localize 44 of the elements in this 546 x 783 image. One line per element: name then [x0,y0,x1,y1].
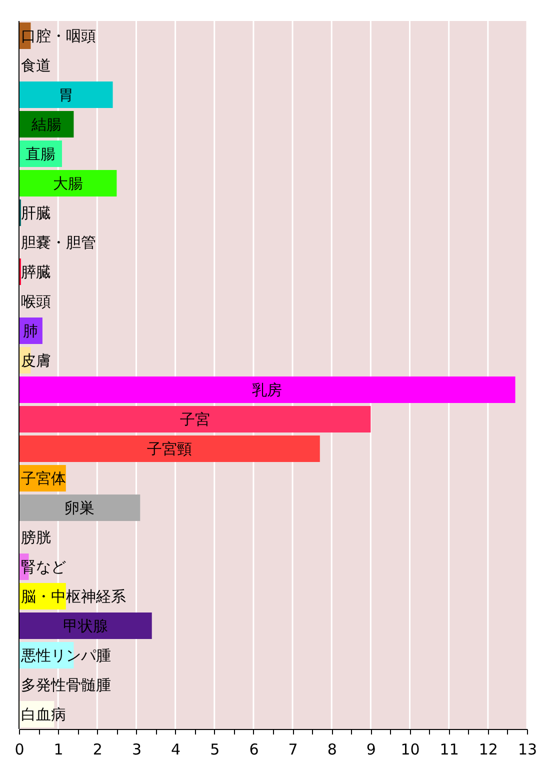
y-tick-label: 胆嚢・胆管 [21,233,96,252]
x-tick-label: 0 [14,740,24,758]
x-tick-label: 5 [210,740,220,758]
y-tick-label: 甲状腺 [62,616,108,635]
y-tick-label: 膵臓 [21,262,51,281]
y-tick-label: 多発性骨髄腫 [21,676,111,694]
y-tick-label: 腎など [21,558,66,576]
y-tick-label: 直腸 [25,144,56,163]
x-tick-label: 3 [132,740,142,758]
x-tick-label: 6 [249,740,259,758]
bar [19,170,117,197]
y-tick-label: 食道 [21,56,51,74]
y-tick-label: 胃 [58,86,74,104]
y-tick-label: 喉頭 [21,292,51,310]
bar [19,81,113,108]
x-tick-label: 10 [400,740,420,758]
x-tick-label: 13 [518,740,538,758]
y-tick-label: 肺 [23,322,38,340]
y-tick-label: 子宮 [180,410,210,428]
y-tick-label: 結腸 [30,115,62,134]
y-tick-label: 脳・中枢神経系 [21,587,126,606]
x-tick-label: 9 [366,740,376,758]
y-tick-label: 大腸 [52,174,83,192]
y-tick-label: 悪性リンパ腫 [20,646,111,664]
y-tick-label: 膀胱 [21,528,51,546]
y-tick-label: 皮膚 [21,351,51,370]
y-tick-label: 乳房 [252,380,282,399]
y-tick-label: 白血病 [21,705,66,724]
y-tick-label: 卵巣 [64,498,95,517]
bar [19,435,320,462]
y-tick-label: 子宮体 [21,469,66,488]
x-tick-label: 2 [92,740,102,758]
bar [19,494,140,522]
x-tick-label: 11 [440,740,459,758]
bar [19,406,371,433]
y-tick-label: 肝臓 [21,204,51,222]
x-tick-label: 4 [171,740,181,758]
x-tick-label: 12 [478,740,498,758]
x-tick-label: 1 [54,740,64,758]
bar [19,612,152,640]
x-tick-label: 8 [327,740,337,758]
x-tick-label: 7 [288,740,298,758]
bar [19,376,516,404]
y-tick-label: 子宮頸 [146,440,192,458]
